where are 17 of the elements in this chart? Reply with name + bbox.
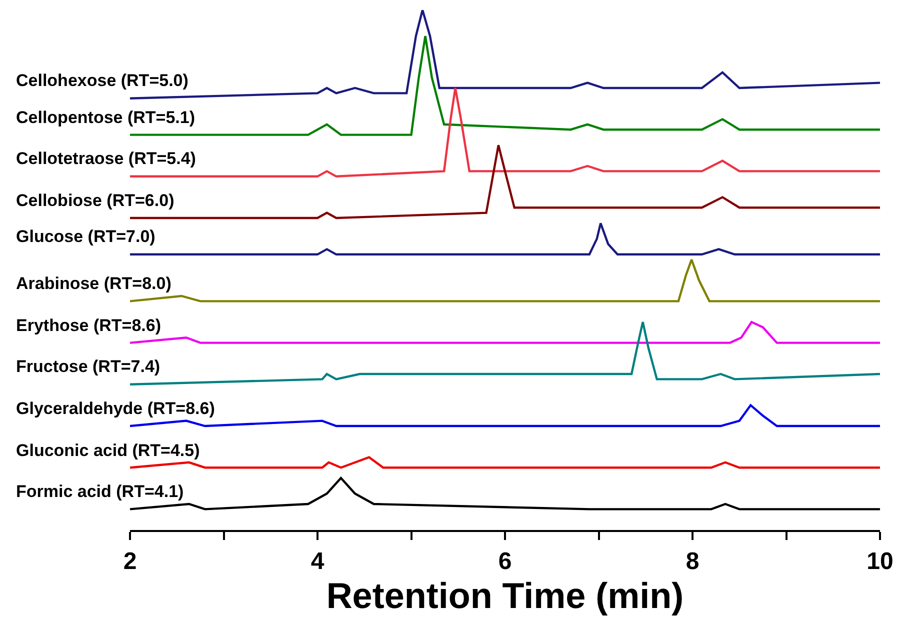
series-label: Arabinose (RT=8.0) [16,274,172,293]
x-tick-label: 6 [498,548,512,575]
x-tick-label: 10 [866,548,894,575]
series-label: Formic acid (RT=4.1) [16,482,184,501]
series-label: Gluconic acid (RT=4.5) [16,441,200,460]
series-label: Fructose (RT=7.4) [16,357,160,376]
series-label: Cellobiose (RT=6.0) [16,191,174,210]
x-axis-title: Retention Time (min) [326,574,684,616]
x-tick-label: 2 [123,548,137,575]
series-label: Cellotetraose (RT=5.4) [16,149,196,168]
series-label: Glucose (RT=7.0) [16,227,156,246]
series-label: Glyceraldehyde (RT=8.6) [16,399,215,418]
series-label: Cellohexose (RT=5.0) [16,71,188,90]
x-tick-label: 8 [686,548,700,575]
x-tick-label: 4 [310,548,325,575]
series-label: Cellopentose (RT=5.1) [16,108,196,127]
series-label: Erythose (RT=8.6) [16,316,162,335]
